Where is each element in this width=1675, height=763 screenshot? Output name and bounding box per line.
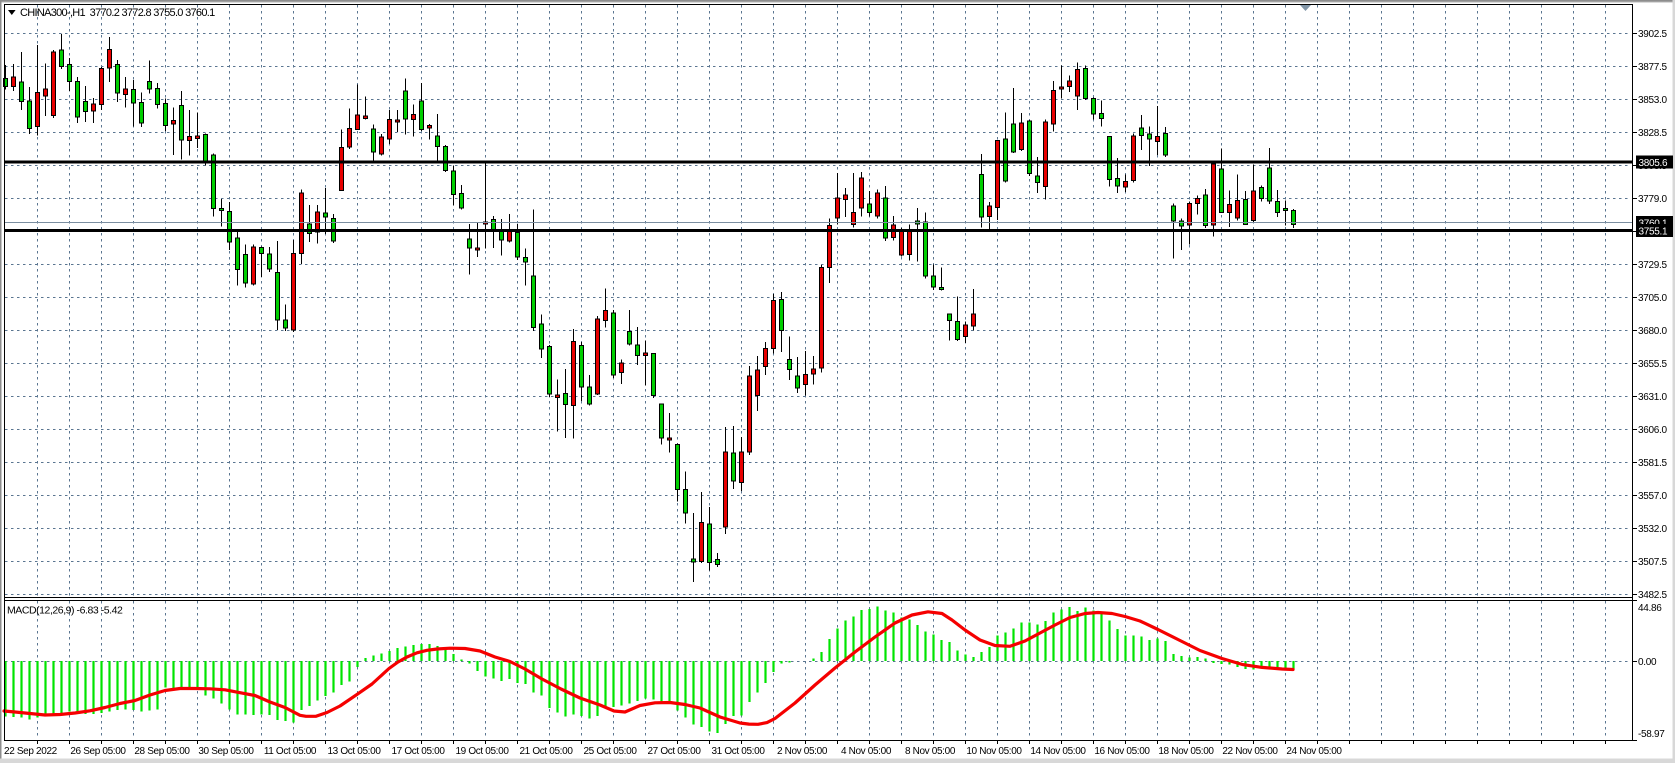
- svg-text:3581.5: 3581.5: [1638, 458, 1668, 469]
- svg-text:3606.0: 3606.0: [1638, 425, 1668, 436]
- svg-text:3631.0: 3631.0: [1638, 392, 1668, 403]
- svg-text:10 Nov 05:00: 10 Nov 05:00: [966, 746, 1022, 757]
- svg-text:3902.5: 3902.5: [1638, 29, 1668, 40]
- svg-text:14 Nov 05:00: 14 Nov 05:00: [1030, 746, 1086, 757]
- svg-text:17 Oct 05:00: 17 Oct 05:00: [391, 746, 445, 757]
- svg-text:8 Nov 05:00: 8 Nov 05:00: [905, 746, 956, 757]
- svg-text:19 Oct 05:00: 19 Oct 05:00: [455, 746, 509, 757]
- svg-text:31 Oct 05:00: 31 Oct 05:00: [711, 746, 765, 757]
- svg-text:3779.0: 3779.0: [1638, 194, 1668, 205]
- svg-text:27 Oct 05:00: 27 Oct 05:00: [647, 746, 701, 757]
- svg-text:MACD(12,26,9) -6.83 -5.42: MACD(12,26,9) -6.83 -5.42: [7, 605, 123, 617]
- svg-text:3655.5: 3655.5: [1638, 359, 1668, 370]
- svg-text:3853.0: 3853.0: [1638, 95, 1668, 106]
- svg-text:3805.6: 3805.6: [1639, 158, 1669, 169]
- svg-text:26 Sep 05:00: 26 Sep 05:00: [70, 746, 126, 757]
- svg-text:3680.0: 3680.0: [1638, 326, 1668, 337]
- svg-text:22 Nov 05:00: 22 Nov 05:00: [1222, 746, 1278, 757]
- svg-text:3705.0: 3705.0: [1638, 293, 1668, 304]
- svg-text:0.00: 0.00: [1638, 657, 1657, 668]
- svg-text:24 Nov 05:00: 24 Nov 05:00: [1286, 746, 1342, 757]
- svg-text:44.86: 44.86: [1638, 603, 1662, 614]
- svg-text:11 Oct 05:00: 11 Oct 05:00: [264, 746, 317, 757]
- svg-text:18 Nov 05:00: 18 Nov 05:00: [1158, 746, 1214, 757]
- svg-text:16 Nov 05:00: 16 Nov 05:00: [1094, 746, 1150, 757]
- svg-text:CHINA300-,H1 3770.2 3772.8 37: CHINA300-,H1 3770.2 3772.8 3755.0 3760.1: [20, 7, 215, 19]
- svg-text:-58.97: -58.97: [1638, 729, 1665, 740]
- svg-text:3729.5: 3729.5: [1638, 260, 1668, 271]
- svg-text:2 Nov 05:00: 2 Nov 05:00: [777, 746, 828, 757]
- svg-text:4 Nov 05:00: 4 Nov 05:00: [841, 746, 892, 757]
- svg-text:13 Oct 05:00: 13 Oct 05:00: [327, 746, 381, 757]
- svg-text:25 Oct 05:00: 25 Oct 05:00: [583, 746, 637, 757]
- svg-text:3755.1: 3755.1: [1639, 227, 1669, 238]
- svg-text:3557.0: 3557.0: [1638, 491, 1668, 502]
- svg-text:30 Sep 05:00: 30 Sep 05:00: [198, 746, 254, 757]
- svg-text:3828.5: 3828.5: [1638, 128, 1668, 139]
- svg-text:3482.5: 3482.5: [1638, 590, 1668, 601]
- svg-text:28 Sep 05:00: 28 Sep 05:00: [134, 746, 190, 757]
- svg-text:3877.5: 3877.5: [1638, 62, 1668, 73]
- svg-text:21 Oct 05:00: 21 Oct 05:00: [519, 746, 573, 757]
- svg-text:3507.5: 3507.5: [1638, 557, 1668, 568]
- svg-text:3532.0: 3532.0: [1638, 524, 1668, 535]
- svg-text:22 Sep 2022: 22 Sep 2022: [4, 746, 58, 757]
